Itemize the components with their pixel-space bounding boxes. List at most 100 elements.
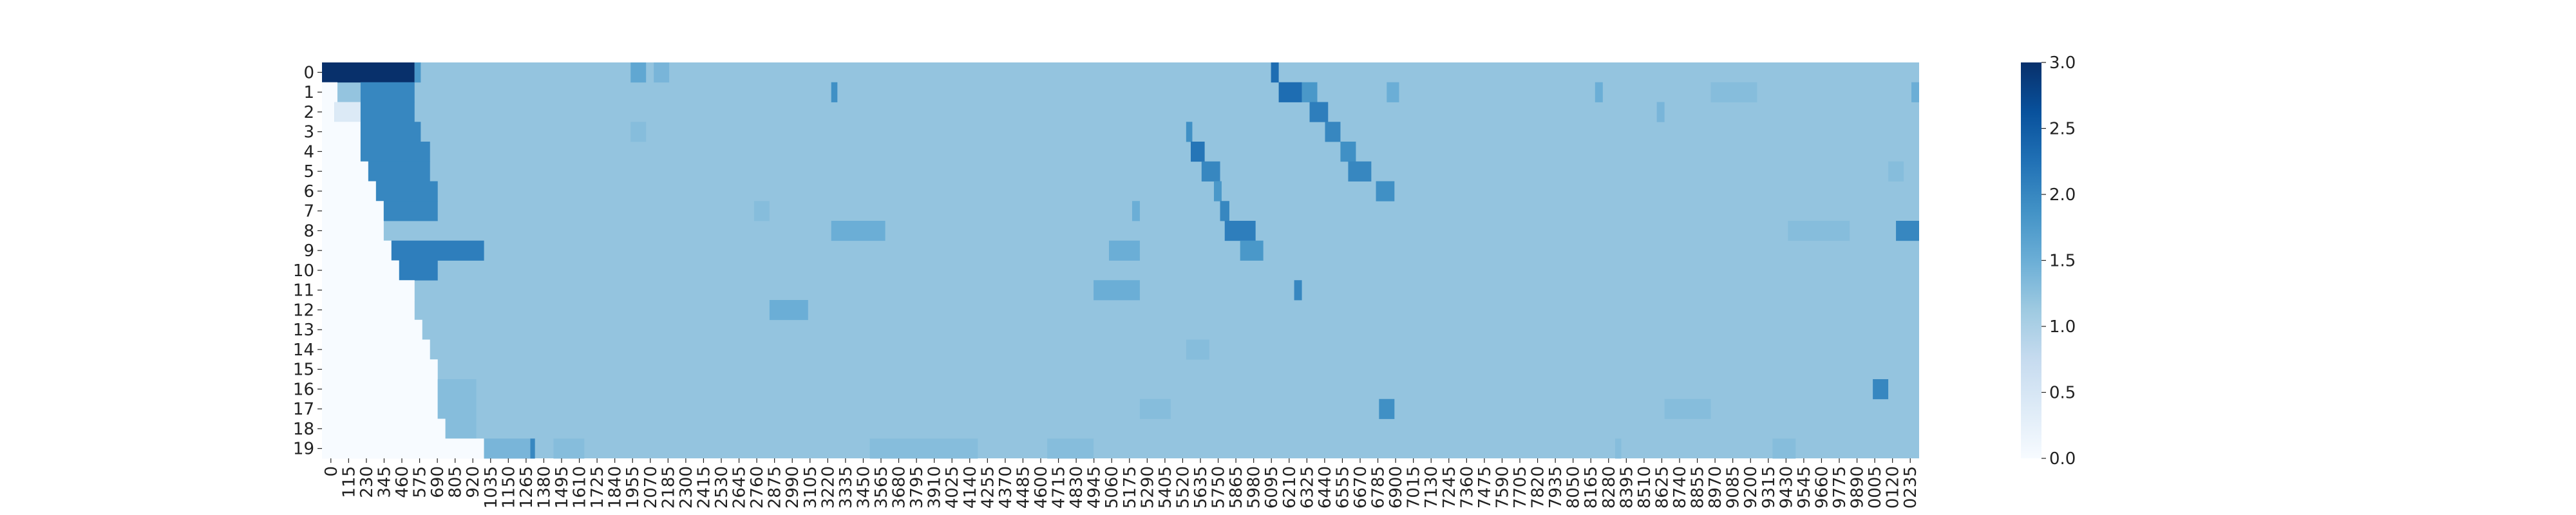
x-tick-label: 5175 (1121, 466, 1140, 509)
heatmap-cell (368, 161, 430, 182)
x-tick-label: 3795 (907, 466, 927, 509)
y-tick-label: 10 (293, 261, 314, 281)
heatmap-cell (869, 438, 978, 459)
heatmap-cell (322, 379, 438, 400)
heatmap-cell (630, 62, 647, 83)
heatmap-cell (553, 438, 585, 459)
heatmap-cell (484, 438, 531, 459)
x-tick-label: 8625 (1653, 466, 1672, 509)
y-tick-label: 12 (293, 301, 314, 320)
x-tick-label: 5520 (1173, 466, 1193, 509)
heatmap-cell (1186, 339, 1209, 360)
heatmap-cell (1201, 161, 1220, 182)
x-tick-label: 2070 (641, 466, 661, 509)
heatmap-cell (1094, 280, 1140, 301)
x-tick-label: 4140 (961, 466, 980, 509)
x-tick-label: 690 (428, 466, 448, 498)
heatmap-cell (322, 339, 430, 360)
y-tick-label: 2 (303, 103, 314, 122)
heatmap-cell (769, 300, 808, 321)
y-tick-label: 18 (293, 420, 314, 439)
x-tick-label: 4830 (1067, 466, 1086, 509)
heatmap-cell (322, 398, 438, 419)
heatmap-cell (1379, 398, 1395, 419)
heatmap-cell (322, 201, 384, 221)
x-tick-label: 4485 (1014, 466, 1033, 509)
x-tick-label: 9200 (1741, 466, 1761, 509)
heatmap-cell (1788, 221, 1850, 241)
x-tick-label: 460 (393, 466, 412, 498)
x-tick-label: 3450 (854, 466, 873, 509)
x-tick-label: 6095 (1262, 466, 1282, 509)
heatmap-cell (1710, 82, 1757, 102)
x-tick-label: 5980 (1245, 466, 1264, 509)
x-tick-label: 575 (411, 466, 430, 498)
heatmap-cell (1896, 221, 1919, 241)
heatmap-cell (445, 418, 477, 439)
x-tick-label: 9775 (1830, 466, 1850, 509)
y-tick-label: 0 (303, 63, 314, 82)
y-tick-label: 17 (293, 400, 314, 419)
x-tick-label: 1610 (571, 466, 590, 509)
x-tick-label: 7130 (1422, 466, 1441, 509)
x-tick-label: 2300 (677, 466, 696, 509)
colorbar-tick-label: 2.0 (2049, 185, 2076, 205)
heatmap-cell (322, 280, 415, 301)
heatmap-cell (1191, 142, 1205, 162)
heatmap-cell (530, 438, 535, 459)
x-tick-label: 8855 (1689, 466, 1708, 509)
x-tick-label: 4945 (1085, 466, 1104, 509)
heatmap-cell (1047, 438, 1094, 459)
x-tick-label: 3565 (872, 466, 891, 509)
heatmap-cell (654, 62, 670, 83)
y-tick-label: 15 (293, 360, 314, 380)
heatmap-cell (831, 221, 886, 241)
heatmap-cell (1664, 398, 1711, 419)
heatmap-cell (322, 260, 399, 281)
x-tick-label: 7590 (1493, 466, 1512, 509)
heatmap-cell (1302, 82, 1318, 102)
x-tick-label: 9890 (1848, 466, 1868, 509)
x-tick-label: 8510 (1635, 466, 1654, 509)
x-tick-label: 3335 (837, 466, 856, 509)
x-tick-label: 2760 (748, 466, 767, 509)
x-tick-label: 2415 (694, 466, 714, 509)
x-tick-label: 8395 (1617, 466, 1636, 509)
x-tick-label: 1150 (499, 466, 518, 509)
heatmap-cell (1615, 438, 1622, 459)
x-tick-label: 7475 (1475, 466, 1495, 509)
y-tick-label: 9 (303, 241, 314, 261)
x-tick-label: 2875 (766, 466, 785, 509)
colorbar-tick-label: 1.0 (2049, 317, 2076, 337)
x-tick-label: 1035 (482, 466, 501, 509)
heatmap-cell (360, 142, 430, 162)
x-tick-label: 0235 (1901, 466, 1920, 509)
heatmap-cell (322, 240, 392, 261)
x-tick-label: 0 (322, 466, 341, 477)
x-tick-label: 5405 (1156, 466, 1175, 509)
x-tick-label: 1955 (623, 466, 643, 509)
heatmap-cell (391, 240, 484, 261)
heatmap-cell (1240, 240, 1264, 261)
heatmap-cell (1186, 122, 1193, 142)
heatmap-cell (1224, 221, 1256, 241)
heatmap-cell (375, 181, 438, 201)
heatmap-cell (322, 438, 484, 459)
colorbar-tick-label: 1.5 (2049, 252, 2076, 271)
x-tick-label: 4715 (1050, 466, 1069, 509)
heatmap-cell (322, 142, 361, 162)
x-tick-label: 0005 (1866, 466, 1885, 509)
x-tick-label: 6785 (1369, 466, 1388, 509)
heatmap-cell (383, 201, 438, 221)
y-tick-label: 6 (303, 182, 314, 201)
heatmap-cell (322, 300, 415, 321)
x-tick-label: 230 (357, 466, 377, 498)
x-tick-label: 1725 (588, 466, 607, 509)
x-axis: 0115230345460575690805920103511501265138… (322, 458, 1920, 509)
colorbar-tick-label: 0.0 (2049, 449, 2076, 469)
x-tick-label: 7705 (1511, 466, 1530, 509)
y-tick-label: 1 (303, 83, 314, 102)
heatmap-cell (1656, 102, 1665, 122)
heatmap-cell (1340, 142, 1356, 162)
y-tick-label: 5 (303, 162, 314, 182)
